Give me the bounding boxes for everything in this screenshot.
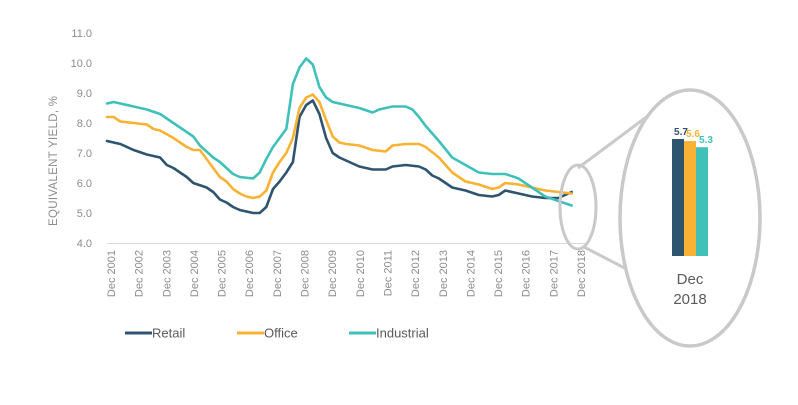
x-tick-label: Dec 2012 [410,250,422,297]
zoom-callout: 5.75.65.3 Dec 2018 [558,88,762,348]
legend-item-office: Office [237,326,298,341]
zoom-bar-value-label: 5.7 [674,127,688,138]
y-tick-label: 8.0 [77,118,92,130]
zoom-date-label-month: Dec [677,271,704,288]
x-tick-label: Dec 2017 [548,250,560,297]
zoom-bar-industrial [696,147,708,256]
series-line-office [105,93,573,200]
series-line-industrial [105,57,573,207]
x-tick-label: Dec 2001 [106,250,118,297]
zoom-bar-value-label: 5.6 [686,129,700,140]
legend-label: Office [264,326,298,341]
highlight-ellipse [558,163,598,251]
y-tick-label: 4.0 [77,238,92,250]
x-tick-label: Dec 2015 [493,250,505,297]
y-tick-label: 6.0 [77,178,92,190]
x-tick-label: Dec 2009 [327,250,339,297]
plot-area [105,57,573,215]
legend-item-retail: Retail [125,326,185,341]
y-axis: 4.0 5.0 6.0 7.0 8.0 9.0 10.0 11.0 [71,28,92,250]
y-tick-label: 11.0 [71,28,92,40]
x-tick-label: Dec 2014 [465,250,477,297]
x-tick-label: Dec 2003 [161,250,173,297]
x-tick-label: Dec 2018 [576,250,588,297]
x-tick-label: Dec 2008 [300,250,312,297]
y-tick-label: 7.0 [77,148,92,160]
x-tick-label: Dec 2007 [272,250,284,297]
zoom-bar-office [684,141,696,256]
y-axis-title: EQUIVALENT YIELD, % [48,96,60,226]
zoom-bar-value-label: 5.3 [699,135,713,146]
x-tick-label: Dec 2011 [382,250,394,296]
x-tick-label: Dec 2005 [217,250,229,297]
zoom-date-label-year: 2018 [673,291,706,308]
y-tick-label: 5.0 [77,208,92,220]
x-axis: Dec 2001 Dec 2002 Dec 2003 Dec 2004 Dec 2005… [106,243,588,297]
y-tick-label: 10.0 [71,58,92,70]
legend-label: Retail [152,326,185,341]
x-tick-label: Dec 2013 [438,250,450,297]
x-tick-label: Dec 2016 [521,250,533,297]
x-tick-label: Dec 2006 [244,250,256,297]
x-tick-label: Dec 2004 [189,250,201,297]
legend: Retail Office Industrial [125,326,429,341]
x-tick-label: Dec 2002 [134,250,146,297]
series-line-retail [105,99,573,215]
y-tick-label: 9.0 [77,88,92,100]
x-tick-label: Dec 2010 [355,250,367,297]
legend-item-industrial: Industrial [349,326,429,341]
zoom-bar-retail [672,139,684,256]
legend-label: Industrial [376,326,429,341]
